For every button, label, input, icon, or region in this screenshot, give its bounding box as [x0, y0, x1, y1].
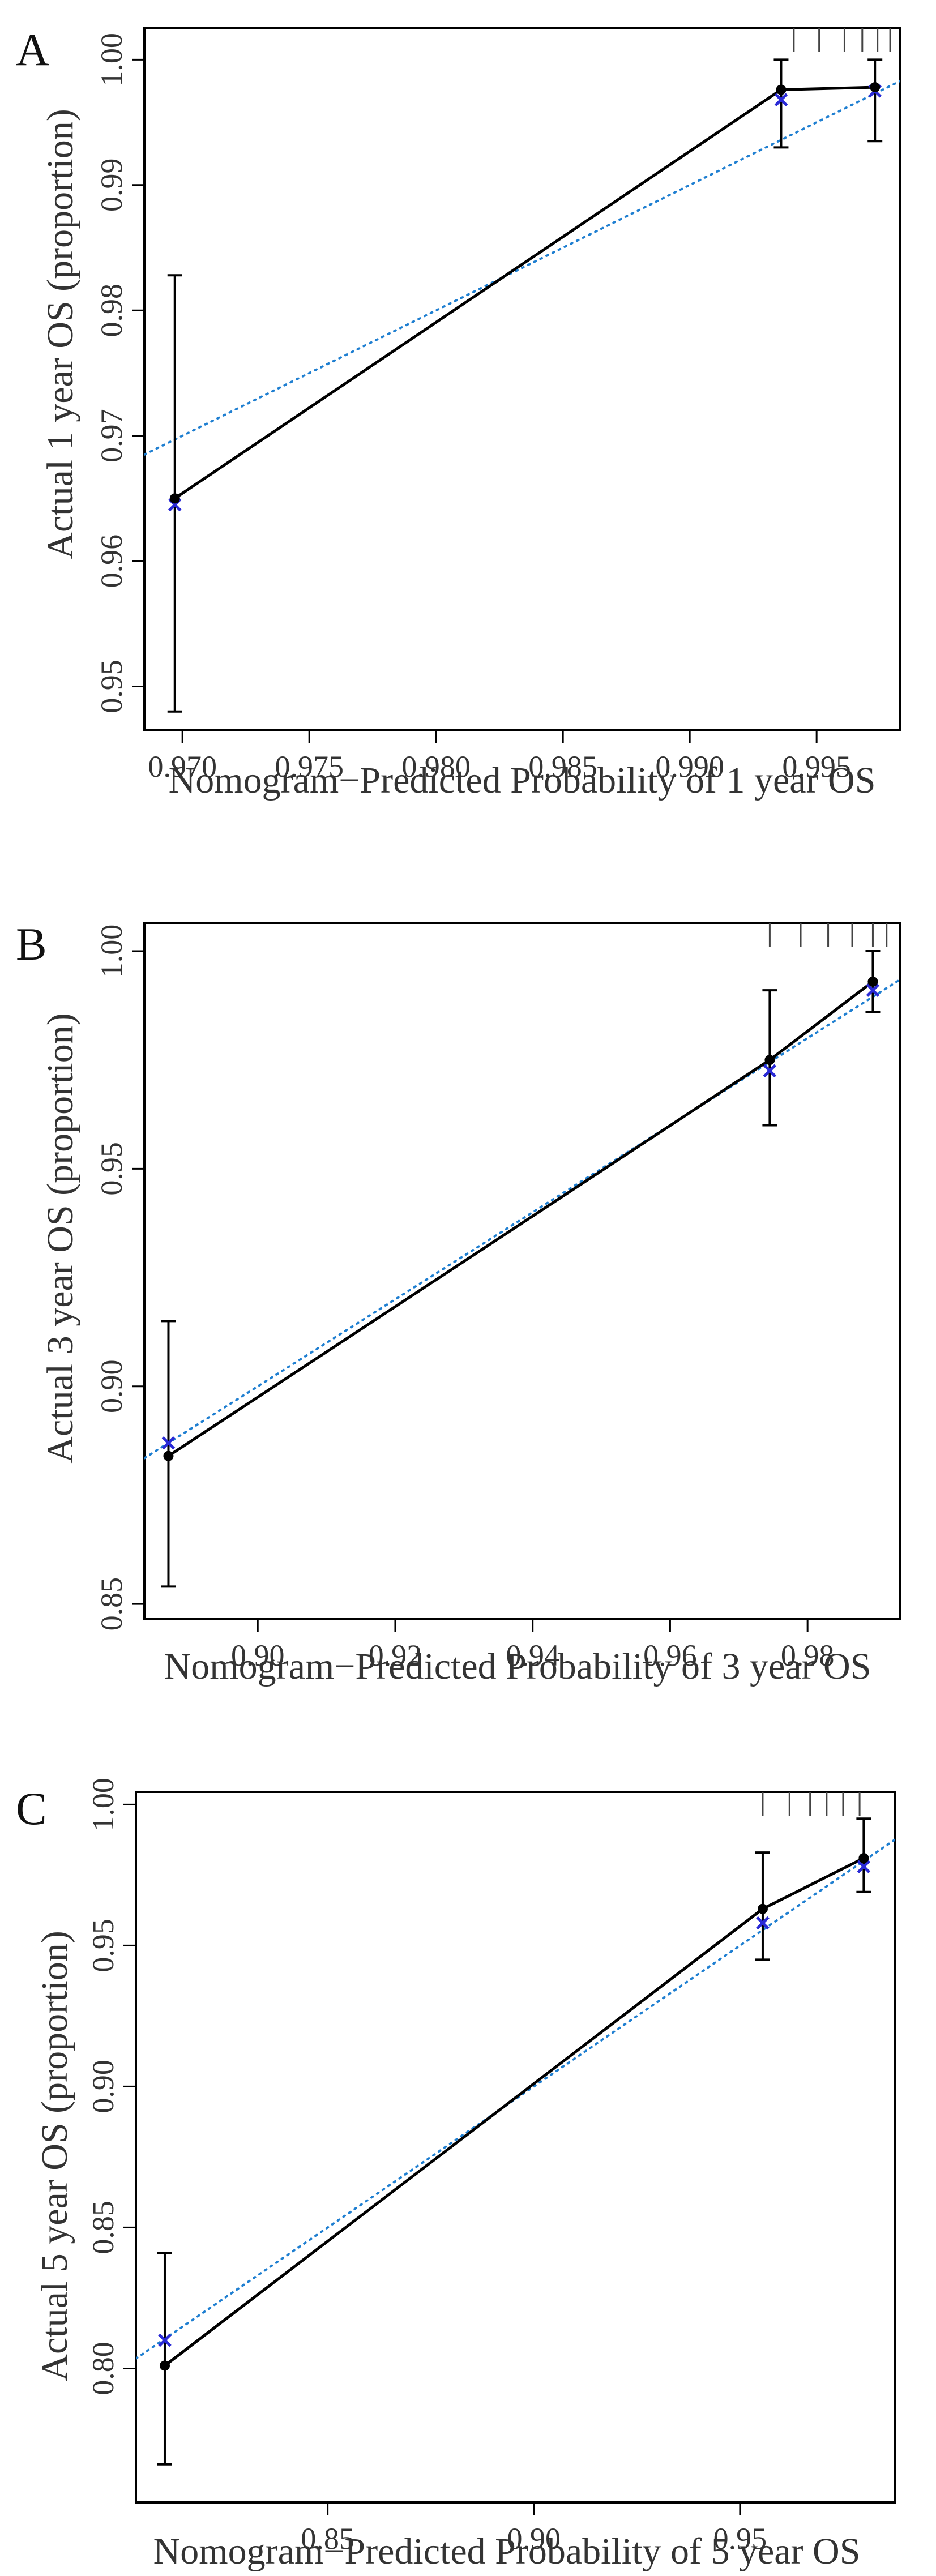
panel-a-x-axis-title: Nomogram−Predicted Probability of 1 year…: [169, 760, 876, 801]
panel-b-bias-corrected-point: [763, 1064, 777, 1078]
panel-b-plot: 0.90 0.92 0.94 0.96 0.98 0.85 0.90 0.95 1.00: [95, 922, 901, 1672]
panel-c-x-axis-title: Nomogram−Predicted Probability of 5 year…: [153, 2531, 861, 2572]
panel-a-y-tick-label: 0.96: [95, 534, 129, 588]
panel-b-x-tick-label: 0.98: [781, 1638, 835, 1672]
panel-c-bias-corrected-point: [158, 2333, 172, 2347]
panel-a-y-tick-label: 0.97: [95, 409, 129, 463]
panel-a-observed-point: [870, 82, 881, 93]
panel-a-x-tick-label: 0.995: [782, 750, 851, 784]
panel-a-x-tick-label: 0.985: [528, 750, 597, 784]
panel-b-y-axis-title: Actual 3 year OS (proportion): [40, 1013, 81, 1463]
panel-a-x-tick-label: 0.990: [655, 750, 724, 784]
panel-a-y-tick-label: 0.98: [95, 284, 129, 337]
panel-c-bias-corrected-point: [857, 1860, 871, 1873]
panel-c-y-tick-label: 0.85: [86, 2201, 120, 2254]
panel-a-frame: [143, 27, 901, 731]
panel-b-ideal-line: [144, 978, 900, 1460]
panel-a-y-tick-label: 1.00: [95, 33, 129, 87]
panel-b-bias-corrected-point: [866, 983, 880, 997]
panel-c-observed-point: [159, 2360, 170, 2371]
panel-c-observed-point: [858, 1853, 869, 1864]
panel-a-x-tick-label: 0.980: [401, 750, 471, 784]
panel-a-y-tick-label: 0.95: [95, 660, 129, 713]
panel-c-y-tick-label: 0.80: [86, 2342, 120, 2395]
panel-b-y-tick-label: 0.95: [95, 1142, 129, 1196]
panel-a-letter: A: [16, 24, 49, 75]
panel-a-ideal-line: [144, 80, 900, 456]
panel-b-x-tick-label: 0.90: [231, 1638, 285, 1672]
panel-c-x-tick-label: 0.90: [507, 2522, 561, 2556]
panel-a-bias-corrected-point: [774, 93, 788, 106]
panel-c-observed-point: [757, 1903, 768, 1914]
panel-a-y-axis-title: Actual 1 year OS (proportion): [40, 109, 81, 559]
panel-a-y-tick-label: 0.99: [95, 159, 129, 212]
panel-b-x-axis-title: Nomogram−Predicted Probability of 3 year…: [164, 1646, 871, 1687]
panel-c-y-axis-title: Actual 5 year OS (proportion): [34, 1931, 75, 2381]
panel-b-bias-corrected-point: [161, 1436, 176, 1450]
panel-c-x-tick-label: 0.85: [301, 2522, 354, 2556]
panel-b: B Actual 3 year OS (proportion) Nomogram…: [16, 918, 871, 1687]
panel-b-observed-point: [867, 976, 878, 987]
panel-b-frame: [143, 922, 901, 1620]
panel-c-y-tick-label: 1.00: [86, 1778, 120, 1832]
panel-c: C Actual 5 year OS (proportion) Nomogram…: [16, 1783, 860, 2572]
panel-c-plot: 0.85 0.90 0.95 0.80 0.85 0.90 0.95 1.00: [86, 1778, 896, 2556]
panel-a-observed-point: [169, 493, 180, 504]
panel-b-y-tick-label: 0.90: [95, 1359, 129, 1413]
panel-c-frame: [135, 1791, 896, 2504]
panel-a: A Actual 1 year OS (proportion) Nomogram…: [16, 24, 875, 801]
panel-b-data-area: [144, 949, 900, 1588]
panel-a-data-area: [144, 58, 900, 713]
panel-b-observed-point: [163, 1450, 174, 1461]
panel-a-plot: 0.970 0.975 0.980 0.985 0.990 0.995 0.95 0.96 0.…: [95, 27, 901, 784]
panel-b-y-tick-label: 1.00: [95, 925, 129, 978]
panel-a-x-tick-label: 0.975: [275, 750, 344, 784]
panel-b-x-tick-label: 0.92: [369, 1638, 422, 1672]
panel-a-x-tick-label: 0.970: [148, 750, 217, 784]
panel-b-x-tick-label: 0.94: [506, 1638, 559, 1672]
panel-b-observed-point: [764, 1055, 775, 1066]
panel-b-letter: B: [16, 918, 47, 970]
panel-a-observed-point: [776, 84, 787, 95]
panel-c-bias-corrected-point: [756, 1916, 770, 1930]
panel-c-y-tick-label: 0.95: [86, 1919, 120, 1972]
panel-b-x-tick-label: 0.96: [643, 1638, 697, 1672]
panel-c-data-area: [136, 1817, 895, 2466]
panel-c-x-tick-label: 0.95: [713, 2522, 767, 2556]
panel-c-letter: C: [16, 1783, 47, 1834]
panel-c-y-tick-label: 0.90: [86, 2060, 120, 2113]
panel-b-y-tick-label: 0.85: [95, 1577, 129, 1631]
